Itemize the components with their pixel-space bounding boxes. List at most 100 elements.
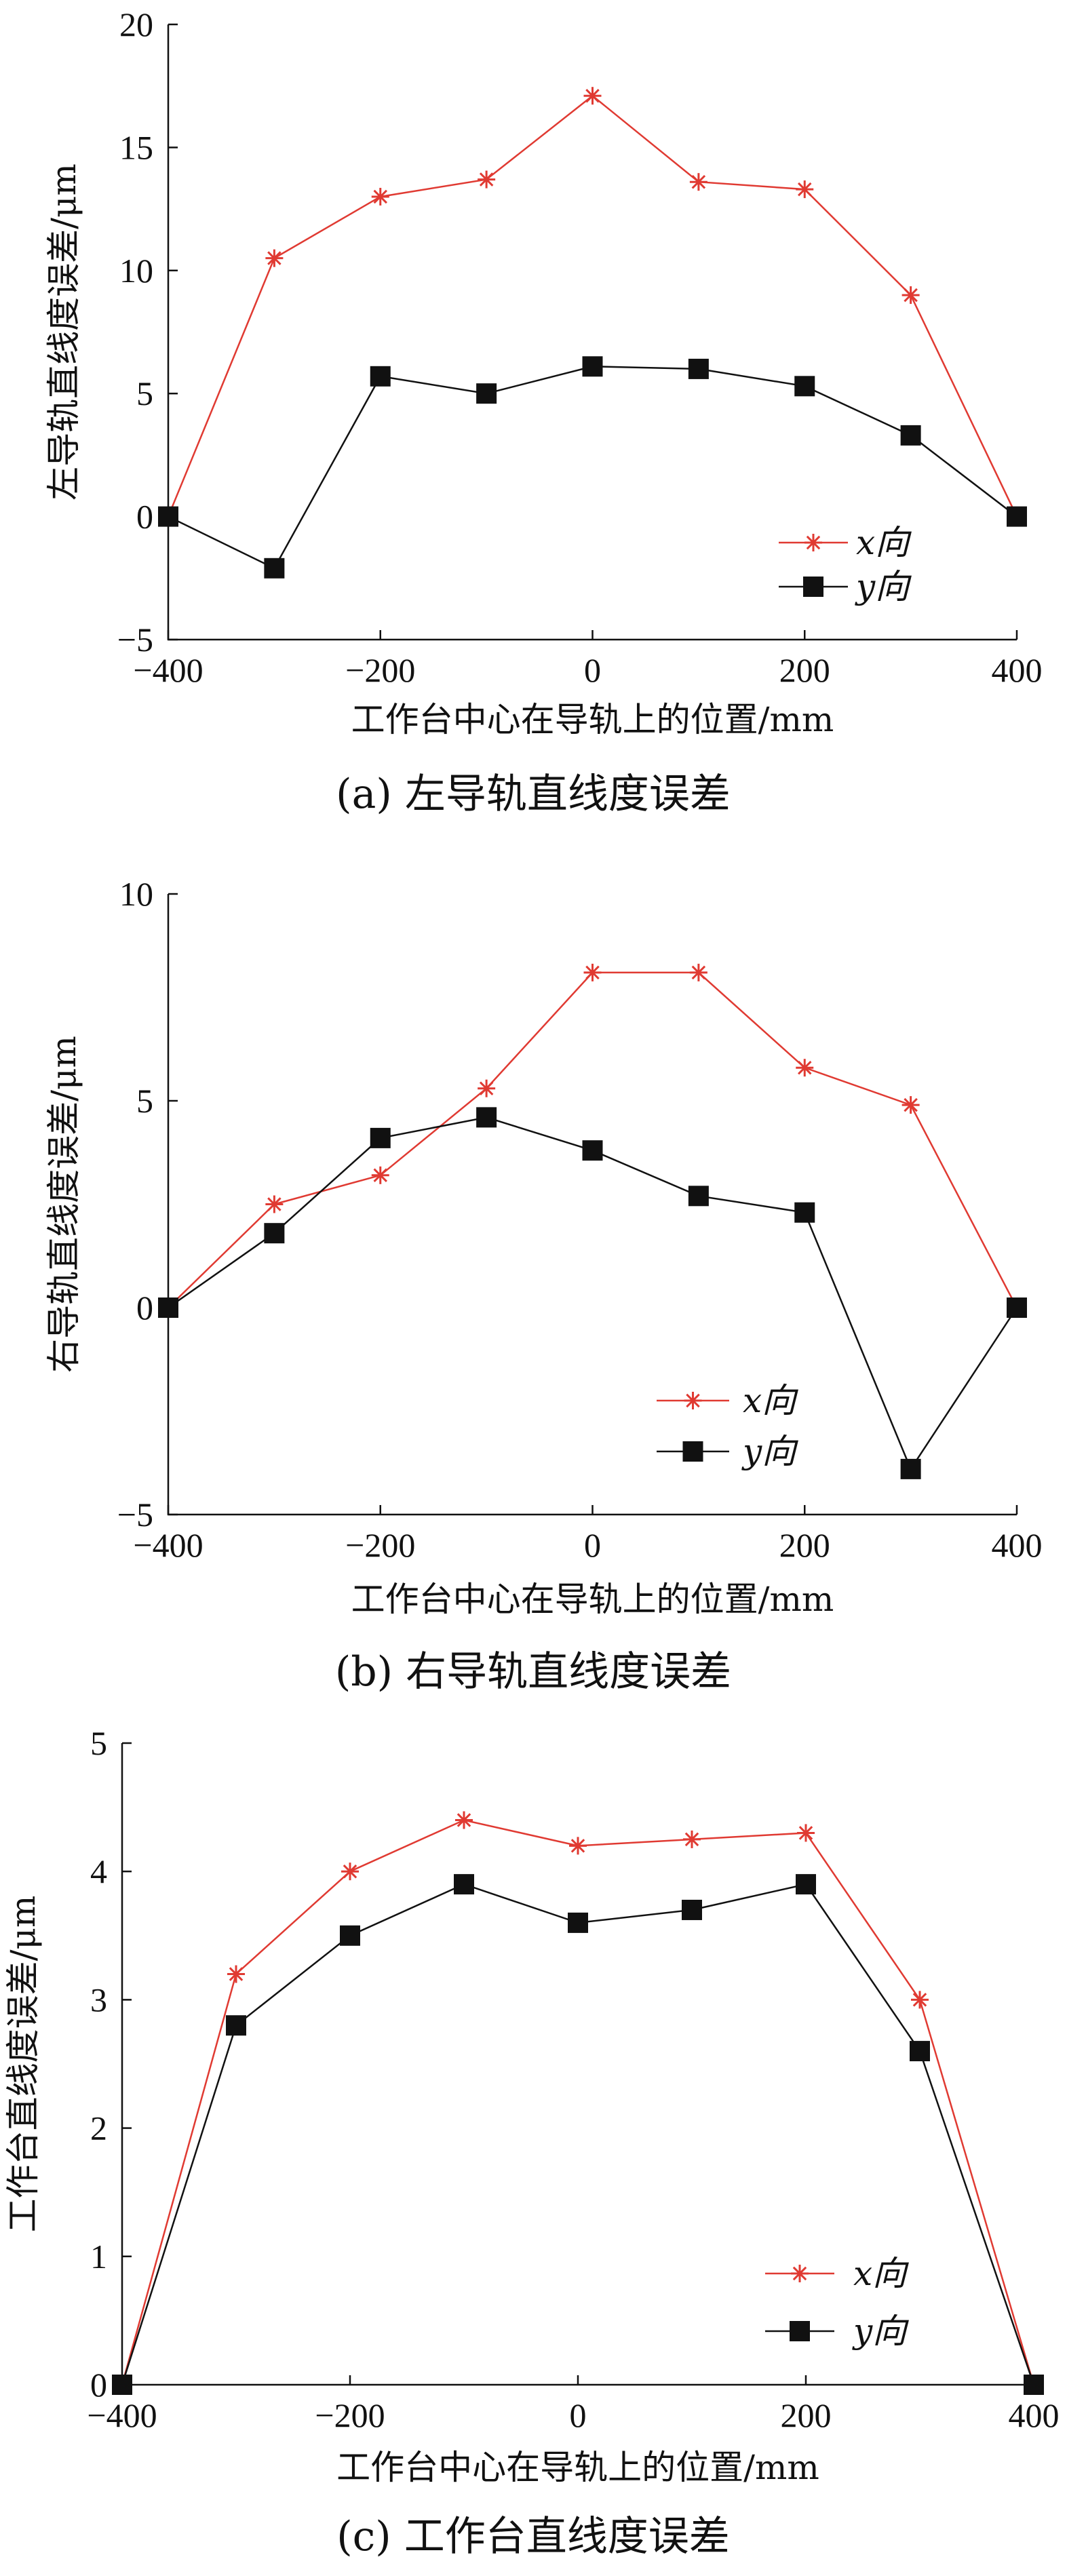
chart-a-xtick-label: 200: [779, 651, 830, 689]
chart-a-xtick-label: 400: [992, 651, 1043, 689]
chart-a-ytick-label: 5: [136, 374, 153, 412]
chart-a-x-axis-title: 工作台中心在导轨上的位置/mm: [351, 700, 834, 739]
chart-b-point-x: [796, 1059, 814, 1077]
chart-a-point-y: [158, 506, 178, 527]
chart-a-xtick-label: −200: [345, 651, 415, 689]
chart-a-point-x: [583, 87, 602, 105]
chart-b-ytick-label: −5: [117, 1496, 153, 1534]
chart-c-point-x: [341, 1862, 359, 1881]
chart-b-point-x: [265, 1195, 284, 1213]
chart-a-point-y: [1007, 506, 1027, 527]
chart-a-point-y: [370, 366, 391, 387]
chart-b-point-y: [158, 1297, 178, 1318]
chart-b-x-axis-title: 工作台中心在导轨上的位置/mm: [351, 1580, 834, 1619]
chart-b-xtick-label: 200: [779, 1526, 830, 1564]
chart-a-ytick-label: 20: [119, 5, 153, 43]
chart-c-xtick-label: 400: [1009, 2396, 1060, 2434]
chart-b-legend: x向 y向: [657, 1381, 798, 1471]
chart-c-xtick-label: −400: [87, 2396, 157, 2434]
chart-b-ytick-label: 0: [136, 1289, 153, 1327]
chart-b-point-y: [900, 1458, 921, 1479]
chart-a-point-y: [900, 425, 921, 446]
chart-b-point-y: [370, 1127, 391, 1148]
chart-b-legend-label: y向: [741, 1432, 798, 1471]
chart-c-legend-marker-x: [791, 2265, 809, 2282]
chart-c-y-axis-title: 工作台直线度误差/μm: [3, 1896, 43, 2233]
chart-c-point-y: [226, 2015, 246, 2036]
chart-c-point-y: [454, 1874, 474, 1895]
chart-b-legend-label: x向: [743, 1381, 798, 1420]
chart-a-caption: (a) 左导轨直线度误差: [336, 770, 731, 818]
chart-b-legend-marker-y: [682, 1441, 703, 1462]
chart-a-xtick-label: 0: [584, 651, 601, 689]
chart-c: −400 −200 0 200 400 0 1 2 3 4 5 工作台直线度误差/μm 工作台中心在导轨…: [3, 1724, 1060, 2560]
chart-b-xtick-label: −200: [345, 1526, 415, 1564]
chart-c-point-y: [682, 1899, 702, 1920]
chart-c-legend-marker-y: [790, 2321, 810, 2341]
chart-c-ytick-label: 5: [90, 1724, 107, 1762]
chart-c-ytick-label: 0: [90, 2366, 107, 2404]
chart-b-xtick-label: 400: [992, 1526, 1043, 1564]
chart-b: −400 −200 0 200 400 −5 0 5 10 右导轨直线度误差/μm 工作台中心在导轨…: [44, 875, 1043, 1696]
chart-c-point-y: [112, 2375, 132, 2395]
chart-b-ytick-label: 5: [136, 1082, 153, 1120]
chart-c-point-y: [796, 1874, 816, 1895]
chart-b-point-x: [478, 1079, 496, 1097]
chart-b-y-axis-title: 右导轨直线度误差/μm: [44, 1036, 83, 1373]
chart-a-point-y: [794, 376, 815, 397]
chart-c-legend: x向 y向: [765, 2254, 909, 2351]
chart-c-point-y: [1024, 2375, 1044, 2395]
chart-c-caption: (c) 工作台直线度误差: [336, 2513, 730, 2560]
chart-a-ytick-label: 10: [119, 252, 153, 290]
chart-a-legend-label: y向: [855, 567, 912, 606]
chart-a: −400 −200 0 200 400 −5 0 5 10 15 20 左导轨直线度误差/μm 工作台中…: [44, 5, 1043, 818]
chart-c-ytick-label: 3: [90, 1980, 107, 2018]
chart-c-point-x: [455, 1811, 473, 1829]
chart-a-point-x: [689, 173, 707, 191]
chart-c-point-y: [910, 2041, 930, 2062]
chart-a-point-x: [265, 249, 284, 267]
chart-a-ytick-label: 15: [119, 128, 153, 166]
chart-c-point-x: [683, 1830, 701, 1848]
chart-c-point-x: [911, 1991, 929, 2009]
chart-c-x-axis-title: 工作台中心在导轨上的位置/mm: [336, 2448, 819, 2487]
chart-b-legend-marker-x: [684, 1392, 702, 1409]
chart-a-legend: x向 y向: [779, 523, 912, 606]
chart-b-point-y: [688, 1186, 709, 1207]
chart-a-legend-label: x向: [856, 523, 912, 562]
chart-b-xtick-label: 0: [584, 1526, 601, 1564]
chart-a-point-y: [264, 558, 285, 579]
chart-b-point-y: [582, 1140, 603, 1161]
chart-c-point-y: [568, 1912, 588, 1933]
chart-b-point-y: [1007, 1297, 1027, 1318]
chart-c-ytick-label: 4: [90, 1852, 107, 1890]
chart-a-point-y: [582, 356, 603, 377]
chart-c-legend-label: x向: [853, 2254, 909, 2293]
chart-b-point-x: [689, 963, 707, 981]
chart-b-caption: (b) 右导轨直线度误差: [335, 1648, 731, 1696]
chart-a-ytick-label: −5: [117, 621, 153, 659]
chart-b-point-x: [583, 963, 602, 981]
chart-a-ytick-label: 0: [136, 498, 153, 536]
chart-a-point-y: [688, 358, 709, 379]
chart-c-ytick-label: 2: [90, 2109, 107, 2147]
chart-c-point-x: [797, 1824, 815, 1842]
chart-a-point-y: [476, 383, 497, 404]
chart-a-xtick-label: −400: [133, 651, 203, 689]
chart-a-legend-marker-x: [804, 534, 822, 551]
chart-b-ytick-label: 10: [119, 875, 153, 913]
chart-a-point-x: [796, 180, 814, 199]
chart-a-point-x: [478, 170, 496, 189]
chart-b-point-x: [371, 1166, 389, 1184]
chart-c-xtick-label: 0: [570, 2396, 587, 2434]
chart-b-point-y: [264, 1223, 285, 1244]
chart-c-xtick-label: 200: [781, 2396, 832, 2434]
chart-c-ytick-label: 1: [90, 2238, 107, 2276]
chart-b-point-y: [794, 1202, 815, 1223]
chart-a-y-axis-title: 左导轨直线度误差/μm: [44, 163, 83, 501]
chart-b-xtick-label: −400: [133, 1526, 203, 1564]
chart-c-xtick-label: −200: [315, 2396, 385, 2434]
chart-a-legend-marker-y: [803, 577, 823, 597]
